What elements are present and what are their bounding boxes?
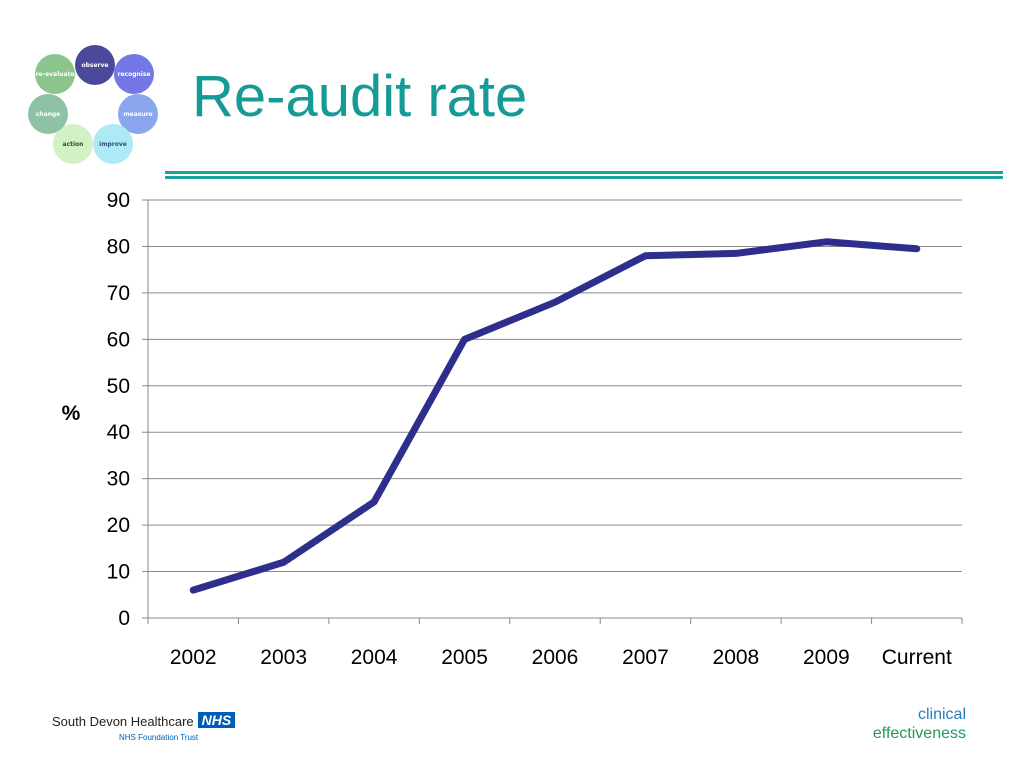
cycle-change: change (28, 94, 68, 134)
data-point (553, 300, 557, 305)
org-subtitle: NHS Foundation Trust (119, 733, 199, 742)
y-tick-label: 60 (107, 328, 130, 351)
y-tick-label: 40 (107, 421, 130, 444)
x-tick-label: 2009 (803, 646, 850, 669)
y-tick-label: 10 (107, 561, 130, 584)
x-tick-label: 2005 (441, 646, 488, 669)
clinical-effectiveness-branding: clinical effectiveness (873, 705, 966, 743)
x-tick-label: 2006 (532, 646, 579, 669)
line-chart: 0 10 20 30 40 50 60 70 80 90 2002 2003 2004 2005 2006… (62, 189, 963, 669)
data-point (372, 499, 377, 504)
cycle-measure: measure (118, 94, 158, 134)
cycle-action: action (53, 124, 93, 164)
brand-line-1: clinical (917, 706, 966, 723)
cycle-re-evaluate: re-evaluate (35, 54, 75, 94)
data-point (643, 253, 648, 258)
series-line (189, 238, 921, 594)
data-point (824, 239, 829, 244)
cycle-recognise: recognise (114, 54, 154, 94)
y-tick-label: 0 (118, 607, 130, 630)
org-name: South Devon Healthcare (52, 714, 194, 729)
y-tick-label: 70 (107, 282, 130, 305)
x-tick-label: 2004 (351, 646, 398, 669)
org-branding: South Devon Healthcare NHS NHS Foundation… (52, 712, 236, 742)
cycle-observe: observe (75, 45, 115, 85)
x-tick-label: Current (882, 646, 952, 669)
x-tick-label: 2008 (713, 646, 760, 669)
data-point (281, 560, 286, 565)
title-rule-bottom (165, 176, 1003, 179)
y-axis-label: % (62, 402, 81, 425)
cycle-improve: improve (93, 124, 133, 164)
x-tick-label: 2007 (622, 646, 669, 669)
y-tick-label: 50 (107, 375, 130, 398)
brand-line-2: effectiveness (872, 725, 966, 742)
nhs-logo: NHS (197, 712, 236, 728)
data-point (462, 337, 467, 342)
y-tick-label: 20 (107, 514, 130, 537)
data-point (733, 251, 738, 256)
x-tick-label: 2003 (260, 646, 307, 669)
clinical-cycle-logo: observe recognise measure improve action… (22, 40, 172, 170)
y-tick-label: 90 (107, 189, 130, 212)
slide-title: Re-audit rate (192, 64, 528, 129)
y-tick-label: 30 (107, 468, 130, 491)
y-tick-label: 80 (107, 235, 130, 258)
data-point (914, 246, 919, 251)
x-tick-label: 2002 (170, 646, 217, 669)
title-rule-top (165, 171, 1003, 174)
data-point (191, 588, 196, 593)
